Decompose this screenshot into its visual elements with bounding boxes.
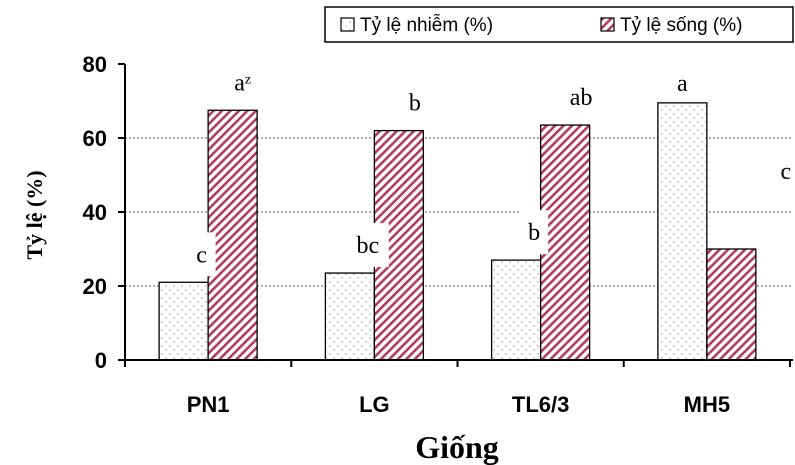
y-tick-label-60: 60	[83, 126, 107, 151]
y-tick-label-80: 80	[83, 52, 107, 77]
letter-box-TL6/3-infection	[520, 210, 549, 255]
letter-PN1-survival: az	[234, 70, 251, 96]
y-tick-labels: 0 20 40 60 80	[83, 52, 107, 373]
letter-superscript-note: z	[245, 72, 251, 87]
bar-TL6/3-infection	[490, 259, 542, 361]
x-category-label-TL6/3: TL6/3	[512, 392, 569, 417]
legend-swatch-survival	[600, 17, 615, 32]
significance-letters: c az bc b b ab a c	[187, 70, 792, 277]
bar-MH5-infection	[657, 102, 708, 361]
x-category-label-PN1: PN1	[187, 392, 230, 417]
legend-swatch-infection	[340, 17, 355, 32]
legend-label-survival: Tỷ lệ sống (%)	[620, 15, 742, 36]
letter-box-LG-infection	[346, 223, 389, 268]
letter-LG-survival: b	[409, 91, 421, 117]
letter-MH5-survival: c	[781, 159, 792, 185]
legend: Tỷ lệ nhiễm (%) Tỷ lệ sống (%)	[324, 6, 794, 43]
y-tick-label-20: 20	[83, 274, 107, 299]
bar-LG-infection	[324, 272, 376, 361]
legend-label-infection: Tỷ lệ nhiễm (%)	[360, 14, 493, 36]
letter-LG-infection: bc	[357, 233, 380, 259]
legend-frame	[324, 6, 794, 43]
bar-MH5-survival	[706, 248, 757, 361]
axes	[118, 63, 793, 367]
letter-PN1-infection: c	[196, 242, 207, 268]
letter-TL6/3-infection: b	[528, 220, 540, 246]
x-category-label-MH5: MH5	[684, 392, 730, 417]
letter-box-PN1-infection	[187, 232, 216, 277]
y-tick-label-40: 40	[83, 200, 107, 225]
letter-MH5-infection: a	[677, 71, 688, 97]
x-axis-label: Giống	[415, 429, 499, 465]
y-tick-label-0: 0	[95, 348, 107, 373]
y-axis-label: Tỷ lệ (%)	[22, 170, 47, 259]
x-category-label-LG: LG	[359, 392, 390, 417]
bar-PN1-infection	[158, 281, 209, 361]
letter-TL6/3-survival: ab	[570, 85, 593, 111]
bars	[158, 102, 757, 361]
x-category-labels: PN1 LG TL6/3 MH5	[187, 392, 730, 417]
